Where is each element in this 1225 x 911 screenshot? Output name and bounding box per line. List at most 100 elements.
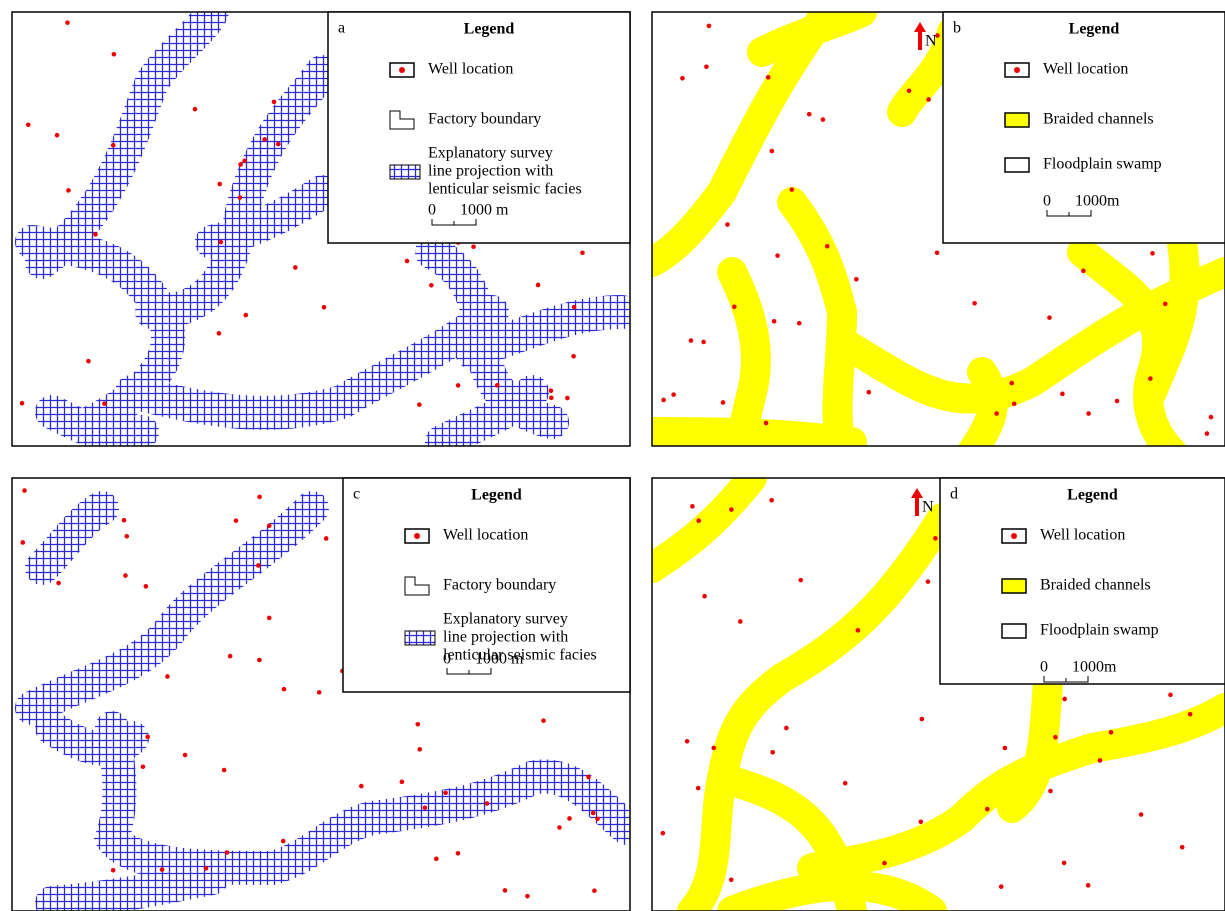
well xyxy=(111,143,116,148)
well xyxy=(1048,789,1053,794)
well xyxy=(856,628,861,633)
well xyxy=(772,319,777,324)
well xyxy=(276,142,281,147)
well xyxy=(1205,431,1210,436)
legend-symbol xyxy=(1002,579,1026,593)
well xyxy=(591,811,596,816)
well xyxy=(565,396,570,401)
well xyxy=(1209,415,1214,420)
well xyxy=(267,616,272,621)
well xyxy=(1098,758,1103,763)
well xyxy=(1139,812,1144,817)
well xyxy=(882,861,887,866)
legend-symbol xyxy=(399,67,405,73)
well xyxy=(485,801,490,806)
well xyxy=(193,107,198,112)
well xyxy=(671,392,676,397)
well xyxy=(541,718,546,723)
legend-label: Explanatory survey xyxy=(443,611,568,628)
scale-label: 0 xyxy=(1040,659,1048,676)
north-label: N xyxy=(925,33,937,50)
well xyxy=(93,232,98,237)
well xyxy=(592,888,597,893)
well xyxy=(907,88,912,93)
well xyxy=(456,383,461,388)
legend-symbol xyxy=(1005,113,1029,127)
well xyxy=(572,305,577,310)
well xyxy=(405,259,410,264)
well xyxy=(525,894,530,899)
well xyxy=(1168,693,1173,698)
legend-symbol xyxy=(1002,624,1026,638)
well xyxy=(228,654,233,659)
legend-title: Legend xyxy=(1069,21,1120,38)
well xyxy=(20,540,25,545)
well xyxy=(256,563,261,568)
well xyxy=(797,321,802,326)
well xyxy=(689,338,694,343)
map-panel: cLegendWell locationFactory boundaryExpl… xyxy=(12,478,630,911)
well xyxy=(549,396,554,401)
well xyxy=(112,52,117,57)
legend-label: Floodplain swamp xyxy=(1040,622,1159,639)
well xyxy=(434,857,439,862)
legend-label: Well location xyxy=(443,527,528,544)
map-panel: aLegendWell locationFactory boundaryExpl… xyxy=(12,12,630,446)
legend-label: Well location xyxy=(1040,527,1125,544)
well xyxy=(680,76,685,81)
well xyxy=(423,806,428,811)
well xyxy=(567,816,572,821)
well xyxy=(696,786,701,791)
legend-label: Factory boundary xyxy=(428,111,541,128)
legend-symbol xyxy=(1014,67,1020,73)
well xyxy=(711,746,716,751)
legend-symbol xyxy=(405,631,435,645)
panel-letter: b xyxy=(953,20,961,37)
well xyxy=(1062,861,1067,866)
well xyxy=(1003,746,1008,751)
well xyxy=(1163,302,1168,307)
well xyxy=(238,162,243,167)
well xyxy=(985,807,990,812)
well xyxy=(999,884,1004,889)
well xyxy=(1180,845,1185,850)
well xyxy=(124,534,129,539)
panel-letter: a xyxy=(338,20,345,37)
well xyxy=(994,411,999,416)
well xyxy=(729,507,734,512)
well xyxy=(866,390,871,395)
well xyxy=(1150,251,1155,256)
well xyxy=(22,488,27,493)
well xyxy=(111,868,116,873)
well xyxy=(1060,392,1065,397)
well xyxy=(557,825,562,830)
well xyxy=(972,301,977,306)
well xyxy=(222,768,227,773)
legend-label: Factory boundary xyxy=(443,577,556,594)
well xyxy=(770,149,775,154)
scale-label: 1000m xyxy=(1075,193,1120,210)
well xyxy=(702,594,707,599)
legend-label: Explanatory survey xyxy=(428,145,553,162)
legend-label: line projection with xyxy=(443,629,568,646)
well xyxy=(503,888,508,893)
well xyxy=(690,504,695,509)
legend-label: lenticular seismic facies xyxy=(428,181,582,198)
well xyxy=(1109,730,1114,735)
well xyxy=(217,331,222,336)
legend-label: Well location xyxy=(1043,61,1128,78)
well xyxy=(926,97,931,102)
well xyxy=(144,584,149,589)
well xyxy=(784,726,789,731)
well xyxy=(267,523,272,528)
well xyxy=(26,122,31,127)
well xyxy=(1148,376,1153,381)
braided-channel xyxy=(652,432,852,442)
well xyxy=(55,133,60,138)
well xyxy=(790,187,795,192)
well xyxy=(764,421,769,426)
well xyxy=(766,75,771,80)
well xyxy=(918,819,923,824)
well xyxy=(234,518,239,523)
well xyxy=(725,222,730,227)
